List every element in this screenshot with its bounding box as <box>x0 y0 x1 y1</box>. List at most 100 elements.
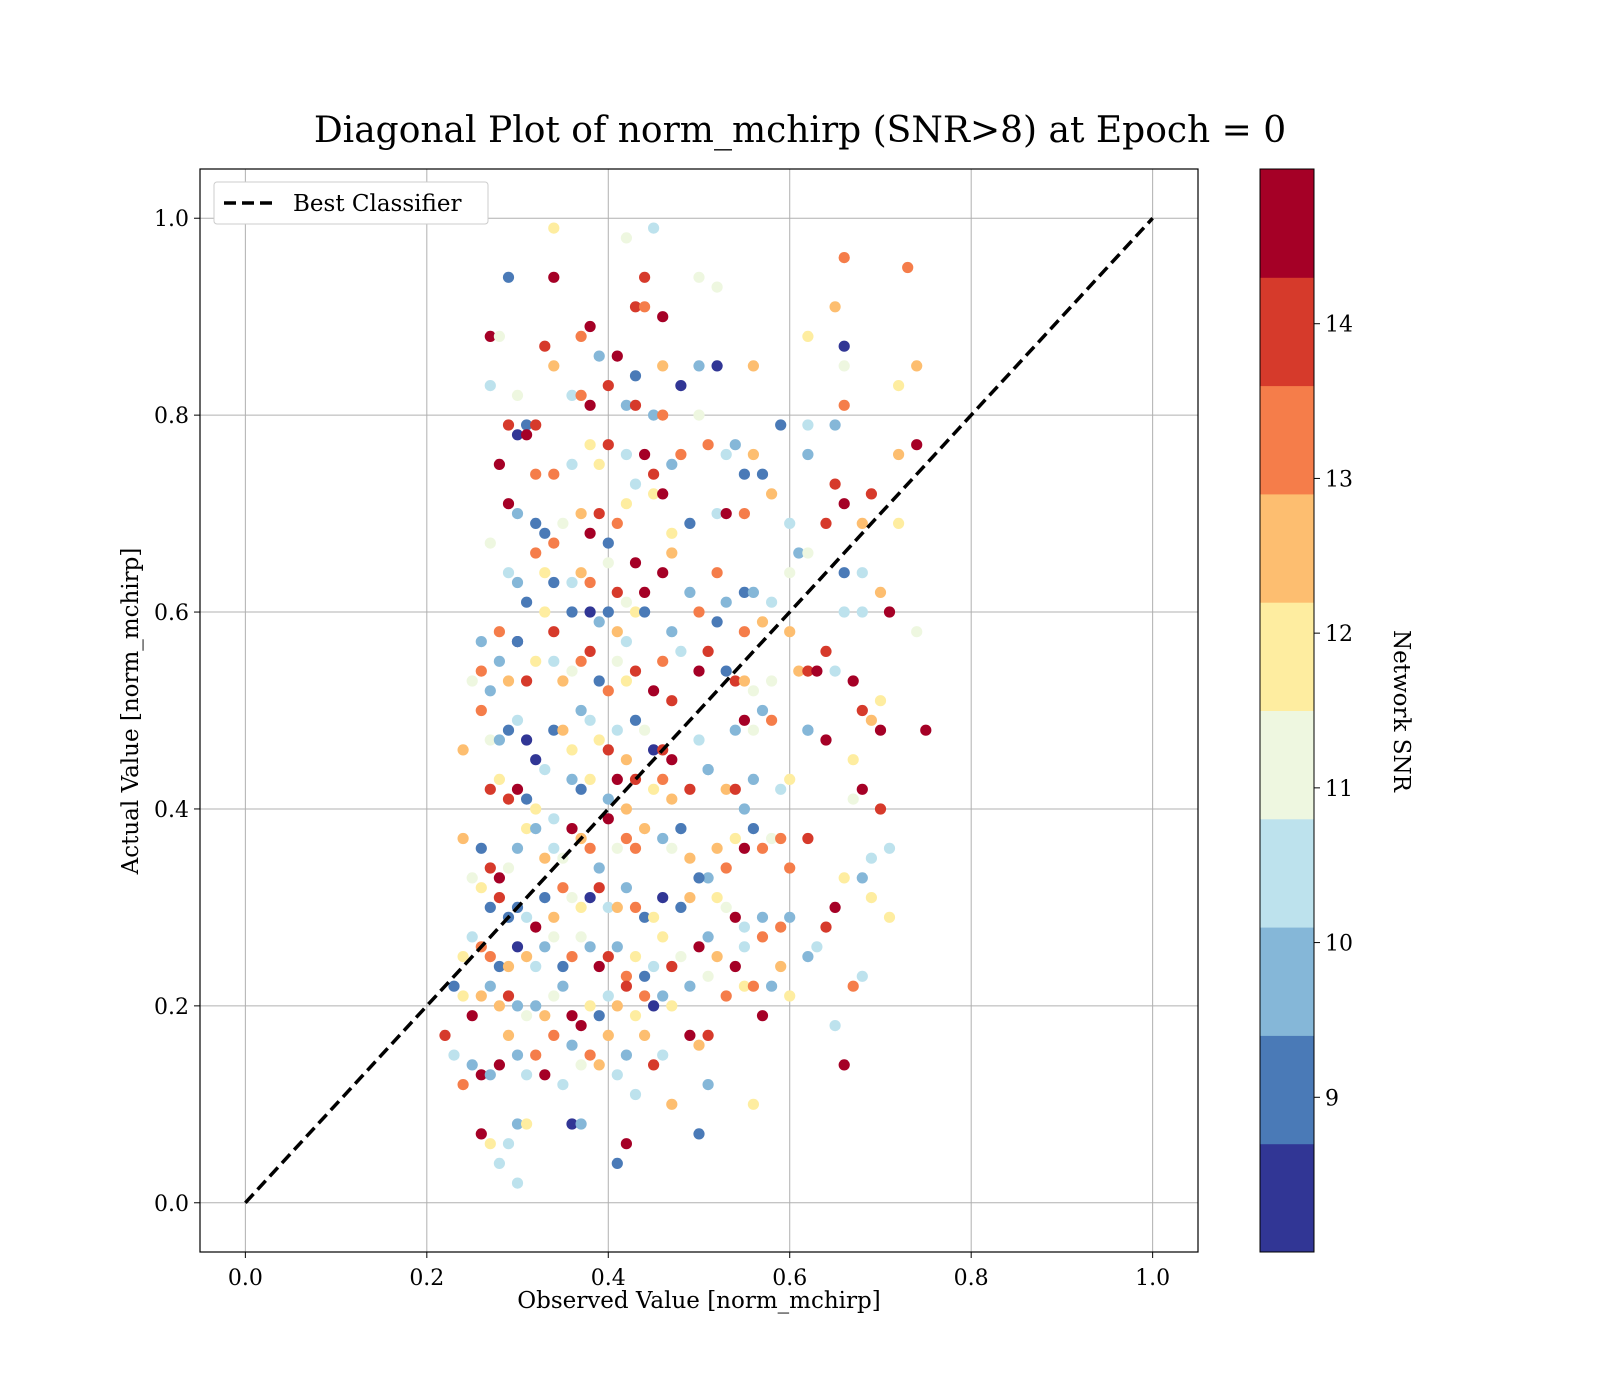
scatter-point <box>502 862 515 874</box>
scatter-point <box>711 951 723 963</box>
scatter-point <box>693 941 705 953</box>
scatter-point <box>511 941 524 953</box>
scatter-point <box>711 892 723 904</box>
scatter-point <box>829 901 841 914</box>
scatter-point <box>784 773 796 786</box>
scatter-point <box>539 527 551 539</box>
scatter-point <box>711 360 723 372</box>
scatter-point <box>475 1128 487 1140</box>
scatter-point <box>666 842 678 854</box>
scatter-point <box>639 990 651 1002</box>
scatter-point <box>439 1029 451 1041</box>
scatter-point <box>639 823 651 835</box>
scatter-point <box>756 616 769 628</box>
scatter-point <box>675 951 687 963</box>
colorbar-segment <box>1260 1143 1314 1253</box>
reference-line-layer <box>244 217 1154 1204</box>
scatter-point <box>657 990 669 1002</box>
colorbar-tick-label: 13 <box>1325 467 1353 492</box>
scatter-point <box>593 960 605 973</box>
scatter-point <box>475 990 487 1002</box>
scatter-point <box>475 636 487 648</box>
scatter-point <box>493 458 505 470</box>
scatter-point <box>766 488 778 500</box>
scatter-point <box>511 714 524 726</box>
scatter-point <box>457 951 469 963</box>
scatter-point <box>729 960 741 973</box>
scatter-point <box>493 872 505 884</box>
scatter-point <box>566 606 578 618</box>
scatter-point <box>557 960 569 973</box>
scatter-point <box>530 754 542 766</box>
x-tick-label: 1.0 <box>1135 1266 1170 1291</box>
scatter-point <box>693 271 705 283</box>
scatter-point <box>666 960 678 973</box>
scatter-point <box>548 813 560 825</box>
scatter-point <box>566 576 578 589</box>
scatter-point <box>611 350 623 362</box>
scatter-point <box>720 507 732 520</box>
scatter-point <box>629 1010 642 1022</box>
scatter-point <box>584 892 596 904</box>
scatter-point <box>593 1059 605 1071</box>
scatter-point <box>602 901 614 914</box>
scatter-point <box>648 488 660 500</box>
scatter-point <box>766 675 778 687</box>
scatter-point <box>702 764 714 776</box>
colorbar-ticks: 9 10 11 12 13 14 <box>1314 313 1353 1111</box>
scatter-point <box>693 606 705 618</box>
scatter-point <box>511 1000 524 1012</box>
scatter-point <box>747 773 760 786</box>
scatter-point <box>484 685 496 697</box>
scatter-point <box>838 498 850 510</box>
scatter-point <box>702 1029 714 1041</box>
scatter-point <box>675 645 687 658</box>
scatter-point <box>584 1000 596 1012</box>
scatter-point <box>784 911 796 923</box>
scatter-point <box>648 409 660 421</box>
scatter-point <box>484 1138 496 1150</box>
x-axis-label: Observed Value [norm_mchirp] <box>517 1288 880 1314</box>
x-tick-label: 0.4 <box>591 1266 626 1291</box>
scatter-point <box>584 645 596 658</box>
scatter-point <box>648 911 660 923</box>
scatter-point <box>829 419 841 431</box>
scatter-point <box>484 330 496 342</box>
colorbar-segment <box>1260 385 1314 495</box>
scatter-point <box>811 665 823 677</box>
scatter-point <box>756 468 769 480</box>
scatter-point <box>557 675 569 687</box>
scatter-point <box>566 1118 578 1130</box>
chart-title: Diagonal Plot of norm_mchirp (SNR>8) at … <box>314 110 1286 151</box>
x-tick-label: 0.0 <box>228 1266 263 1291</box>
scatter-point <box>502 271 515 283</box>
scatter-point <box>729 832 741 845</box>
scatter-point <box>883 842 896 854</box>
scatter-point <box>666 547 678 559</box>
scatter-point <box>511 576 524 589</box>
scatter-point <box>729 724 741 736</box>
scatter-point <box>584 1049 596 1061</box>
scatter-point <box>575 901 587 914</box>
scatter-point <box>802 665 814 677</box>
scatter-point <box>611 724 623 736</box>
scatter-point <box>466 872 478 884</box>
scatter-point <box>838 252 850 264</box>
scatter-point <box>521 419 533 431</box>
scatter-point <box>611 517 623 530</box>
scatter-point <box>593 350 605 362</box>
scatter-point <box>811 941 823 953</box>
x-axis-ticks: 0.0 0.2 0.4 0.6 0.8 1.0 <box>228 1252 1170 1291</box>
scatter-point <box>629 370 642 382</box>
scatter-point <box>639 301 651 313</box>
scatter-point <box>711 567 723 579</box>
scatter-point <box>530 468 542 480</box>
scatter-point <box>847 793 859 805</box>
scatter-point <box>856 872 868 884</box>
scatter-point <box>611 941 623 953</box>
scatter-point <box>530 517 542 530</box>
scatter-point <box>666 695 678 707</box>
scatter-point <box>493 655 505 667</box>
scatter-point <box>521 823 533 835</box>
colorbar-segment <box>1260 818 1314 928</box>
